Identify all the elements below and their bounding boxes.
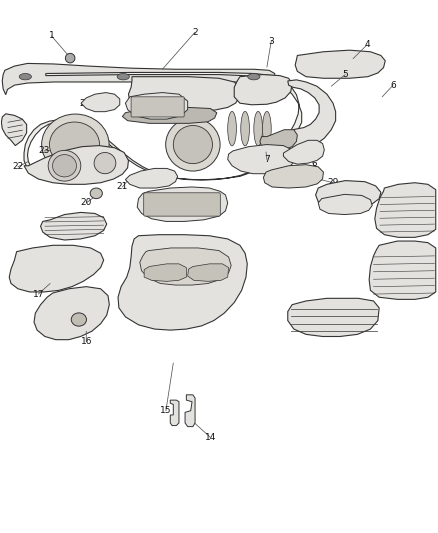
Ellipse shape: [49, 122, 99, 167]
Ellipse shape: [228, 111, 237, 146]
Polygon shape: [288, 298, 379, 336]
Ellipse shape: [173, 125, 212, 164]
Ellipse shape: [53, 155, 77, 177]
Text: 11: 11: [408, 209, 420, 218]
Text: 5: 5: [343, 70, 348, 79]
Text: 18: 18: [51, 229, 63, 238]
FancyBboxPatch shape: [144, 193, 220, 216]
Text: 25: 25: [143, 102, 154, 111]
Text: 17: 17: [33, 289, 44, 298]
Ellipse shape: [65, 53, 75, 63]
Polygon shape: [283, 140, 324, 164]
Polygon shape: [125, 93, 187, 119]
Polygon shape: [170, 400, 179, 425]
Polygon shape: [260, 130, 297, 150]
Text: 9: 9: [367, 188, 373, 197]
Polygon shape: [1, 114, 27, 146]
Polygon shape: [187, 264, 229, 281]
Polygon shape: [316, 181, 381, 208]
Text: 14: 14: [205, 433, 216, 442]
Ellipse shape: [262, 111, 271, 146]
Polygon shape: [128, 77, 240, 111]
Ellipse shape: [254, 111, 262, 146]
Text: 21: 21: [117, 182, 128, 191]
Polygon shape: [140, 248, 231, 285]
Polygon shape: [137, 187, 228, 221]
Polygon shape: [234, 75, 292, 105]
Text: 16: 16: [81, 337, 92, 346]
Text: 7: 7: [264, 155, 270, 164]
Text: 24: 24: [80, 99, 91, 108]
Polygon shape: [185, 395, 195, 426]
Polygon shape: [283, 80, 336, 151]
Polygon shape: [24, 72, 302, 180]
Text: 23: 23: [39, 147, 50, 156]
Ellipse shape: [94, 152, 116, 174]
FancyBboxPatch shape: [131, 97, 184, 117]
Polygon shape: [9, 245, 104, 292]
Text: 2: 2: [192, 28, 198, 37]
Text: 15: 15: [160, 406, 172, 415]
Polygon shape: [81, 93, 120, 112]
Polygon shape: [41, 213, 107, 240]
Text: 10: 10: [384, 201, 396, 211]
Polygon shape: [369, 241, 436, 300]
Text: 8: 8: [312, 163, 318, 171]
Polygon shape: [375, 183, 436, 237]
Ellipse shape: [48, 150, 81, 181]
Text: 20: 20: [81, 198, 92, 207]
Polygon shape: [318, 195, 372, 215]
Polygon shape: [118, 235, 247, 330]
Text: 13: 13: [340, 319, 352, 328]
Polygon shape: [228, 144, 295, 174]
Text: 12: 12: [408, 266, 420, 275]
Text: 29: 29: [327, 178, 339, 187]
Polygon shape: [34, 287, 110, 340]
Ellipse shape: [117, 74, 129, 80]
Polygon shape: [144, 264, 186, 281]
Text: 1: 1: [49, 31, 54, 41]
Ellipse shape: [71, 313, 86, 326]
Text: 6: 6: [390, 80, 396, 90]
Ellipse shape: [42, 114, 109, 175]
Ellipse shape: [166, 118, 220, 171]
Polygon shape: [125, 168, 178, 188]
Polygon shape: [24, 146, 128, 184]
Text: 3: 3: [268, 37, 274, 46]
Ellipse shape: [19, 74, 32, 80]
Text: 19: 19: [177, 198, 189, 207]
Text: 22: 22: [12, 163, 24, 171]
Text: 4: 4: [364, 41, 370, 50]
Ellipse shape: [241, 111, 250, 146]
Ellipse shape: [248, 74, 260, 80]
Polygon shape: [2, 63, 275, 95]
Ellipse shape: [90, 188, 102, 199]
Polygon shape: [122, 108, 217, 123]
Polygon shape: [295, 50, 385, 78]
Polygon shape: [263, 165, 323, 188]
